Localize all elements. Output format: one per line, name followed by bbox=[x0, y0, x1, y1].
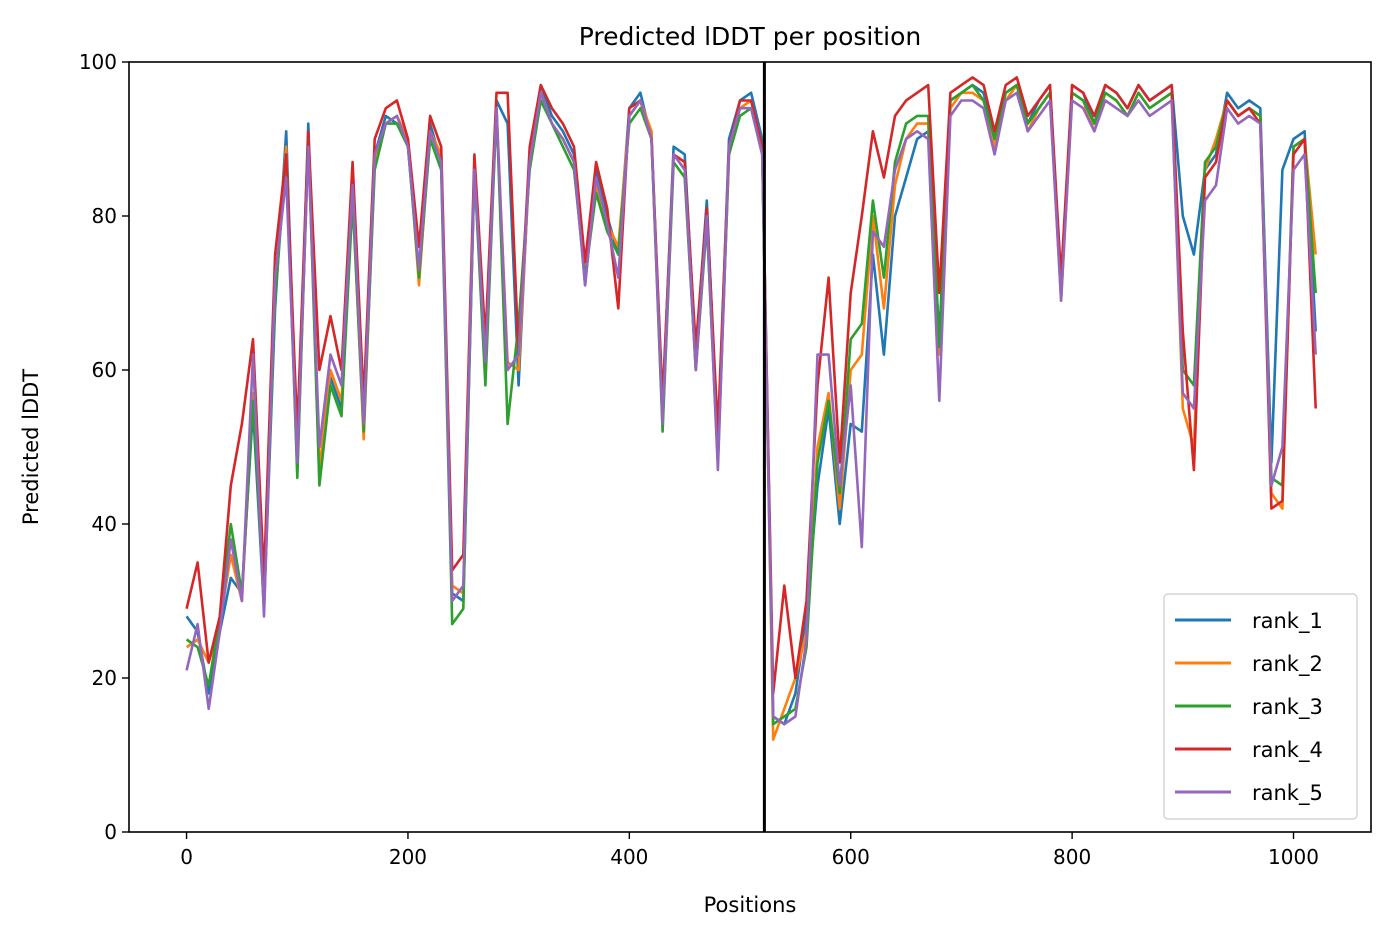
legend-label-rank_2: rank_2 bbox=[1252, 652, 1323, 677]
legend-label-rank_4: rank_4 bbox=[1252, 738, 1323, 763]
y-tick-label: 80 bbox=[92, 204, 117, 228]
y-tick-label: 40 bbox=[92, 512, 117, 536]
legend-label-rank_1: rank_1 bbox=[1252, 609, 1323, 634]
y-axis-title: Predicted lDDT bbox=[19, 369, 43, 525]
x-tick-label: 200 bbox=[389, 845, 427, 869]
y-axis: 0 20 40 60 80 100 bbox=[79, 50, 129, 844]
y-tick-label: 20 bbox=[92, 666, 117, 690]
legend-label-rank_3: rank_3 bbox=[1252, 695, 1323, 720]
x-tick-label: 600 bbox=[832, 845, 870, 869]
legend-box bbox=[1163, 593, 1358, 820]
plot-frame bbox=[128, 61, 1372, 833]
x-tick-label: 0 bbox=[180, 845, 193, 869]
series-line-rank_5 bbox=[185, 91, 1317, 726]
series-line-rank_4 bbox=[185, 76, 1317, 695]
x-tick-label: 400 bbox=[610, 845, 648, 869]
x-tick-label: 800 bbox=[1053, 845, 1091, 869]
legend: rank_1 rank_2 rank_3 rank_4 rank_5 bbox=[1163, 593, 1358, 820]
chart-title: Predicted lDDT per position bbox=[579, 22, 921, 51]
y-tick-label: 0 bbox=[104, 820, 117, 844]
y-tick-label: 60 bbox=[92, 358, 117, 382]
x-tick-label: 1000 bbox=[1268, 845, 1319, 869]
x-axis-title: Positions bbox=[704, 893, 797, 917]
x-axis: 0 200 400 600 800 1000 bbox=[180, 832, 1319, 869]
legend-label-rank_5: rank_5 bbox=[1252, 781, 1323, 806]
y-tick-label: 100 bbox=[79, 50, 117, 74]
series-layer bbox=[185, 76, 1317, 741]
